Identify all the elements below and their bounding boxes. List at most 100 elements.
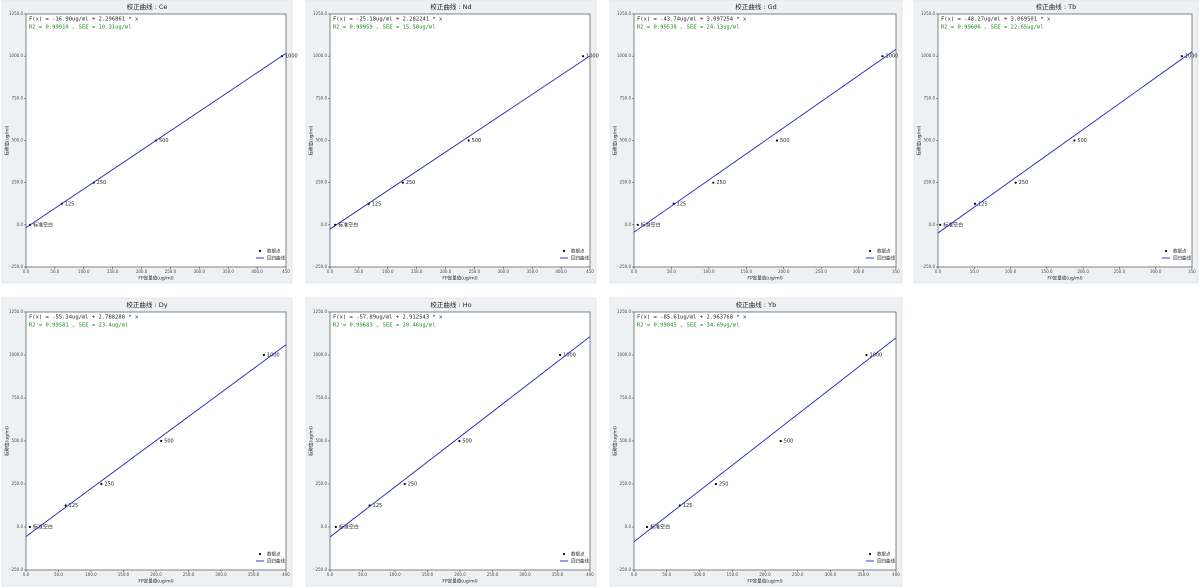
chart-title: 校正曲线 : Gd xyxy=(735,2,777,11)
legend-marker xyxy=(258,552,262,556)
x-tick-label: 400.0 xyxy=(251,269,263,274)
equation: F(x) = -25.18ug/ml + 2.282241 * x xyxy=(333,17,443,23)
legend-label: 数据点 xyxy=(877,248,891,255)
data-point xyxy=(775,139,779,142)
data-point xyxy=(160,439,163,443)
x-axis-label: FP定量值(ug/ml) xyxy=(138,578,173,585)
x-tick-label: 250.0 xyxy=(792,572,804,577)
data-point xyxy=(262,353,265,357)
x-tick-label: 0.0 xyxy=(327,572,334,577)
x-tick-label: 150.0 xyxy=(1041,269,1053,274)
y-tick-label: 0.0 xyxy=(17,222,24,227)
point-label: 250 xyxy=(1019,180,1029,186)
y-tick-label: 500.0 xyxy=(620,138,632,143)
y-axis-label: 标称值(ug/ml) xyxy=(4,125,11,155)
x-tick-label: 0.0 xyxy=(23,572,30,577)
data-point xyxy=(401,181,404,184)
point-label: 标准空白 xyxy=(33,221,53,228)
x-tick-label: 100.0 xyxy=(78,269,90,274)
y-tick-label: 250.0 xyxy=(316,481,328,486)
x-tick-label: 0.0 xyxy=(935,269,942,274)
y-tick-label: 0.0 xyxy=(17,524,24,529)
legend-label: 回归曲线 xyxy=(571,255,589,262)
y-axis-label: 标称值(ug/ml) xyxy=(308,426,315,456)
point-label: 125 xyxy=(372,201,382,207)
chart-title: 校正曲线 : Ce xyxy=(127,2,168,11)
data-point xyxy=(458,439,461,443)
legend-marker xyxy=(258,249,262,253)
x-tick-label: 250.0 xyxy=(183,572,195,577)
data-point xyxy=(1073,139,1076,142)
y-tick-label: 1000.0 xyxy=(617,53,631,58)
point-label: 125 xyxy=(677,201,687,207)
x-tick-label: 100.0 xyxy=(1005,269,1017,274)
chart-panel: 校正曲线 : Nd-250.00.0250.0500.0750.01000.01… xyxy=(305,0,599,284)
point-label: 1000 xyxy=(586,54,599,60)
x-tick-label: 100.0 xyxy=(389,572,401,577)
y-tick-label: 500.0 xyxy=(12,438,24,443)
x-tick-label: 250.0 xyxy=(469,269,481,274)
y-tick-label: 250.0 xyxy=(620,481,632,486)
y-axis-label: 标称值(ug/ml) xyxy=(4,426,11,456)
data-point xyxy=(334,525,337,529)
y-tick-label: -250.0 xyxy=(10,567,23,572)
y-tick-label: 250.0 xyxy=(12,481,24,486)
y-tick-label: -250.0 xyxy=(314,264,327,269)
legend-label: 数据点 xyxy=(267,248,281,255)
y-tick-label: 750.0 xyxy=(620,395,632,400)
legend-label: 数据点 xyxy=(877,551,891,558)
chart-panel: 校正曲线 : Gd-250.00.0250.0500.0750.01000.01… xyxy=(609,0,903,284)
x-tick-label: 50.0 xyxy=(50,269,59,274)
y-tick-label: 1250.0 xyxy=(313,309,327,314)
x-tick-label: 350.0 xyxy=(526,269,538,274)
point-label: 500 xyxy=(164,439,174,445)
data-point xyxy=(646,525,649,529)
plot-area xyxy=(329,13,591,268)
point-label: 250 xyxy=(406,180,416,186)
point-label: 125 xyxy=(683,503,693,509)
x-tick-label: 250.0 xyxy=(1114,269,1126,274)
point-label: 标准空白 xyxy=(943,221,963,228)
y-tick-label: 1000.0 xyxy=(313,352,327,357)
x-tick-label: 50.0 xyxy=(354,269,363,274)
y-tick-label: 250.0 xyxy=(924,180,936,185)
y-tick-label: 1250.0 xyxy=(921,11,935,16)
x-tick-label: 300.0 xyxy=(853,269,865,274)
y-tick-label: 750.0 xyxy=(924,95,936,100)
legend-label: 回归曲线 xyxy=(877,558,895,565)
chart-panel: 校正曲线 : Tb-250.00.0250.0500.0750.01000.01… xyxy=(913,0,1199,284)
x-tick-label: 0.0 xyxy=(631,572,638,577)
x-tick-label: 200.0 xyxy=(1077,269,1089,274)
x-tick-label: 50.0 xyxy=(54,572,63,577)
x-tick-label: 150.0 xyxy=(411,269,423,274)
point-label: 250 xyxy=(408,482,418,488)
x-tick-label: 350 xyxy=(892,269,900,274)
x-tick-label: 350.0 xyxy=(248,572,260,577)
x-tick-label: 450 xyxy=(586,269,594,274)
equation: F(x) = -85.61ug/ml + 2.963768 * x xyxy=(637,315,747,321)
y-tick-label: -250.0 xyxy=(10,264,23,269)
y-tick-label: 0.0 xyxy=(929,222,936,227)
equation: F(x) = -16.90ug/ml + 2.296861 * x xyxy=(29,17,139,23)
x-tick-label: 50.0 xyxy=(662,572,671,577)
x-tick-label: 50.0 xyxy=(667,269,676,274)
y-axis-label: 标称值(ug/ml) xyxy=(916,125,923,155)
point-label: 1000 xyxy=(563,353,576,359)
y-tick-label: 1000.0 xyxy=(9,53,23,58)
y-tick-label: 1000.0 xyxy=(921,53,935,58)
y-tick-label: 1000.0 xyxy=(9,352,23,357)
x-tick-label: 200.0 xyxy=(136,269,148,274)
data-point xyxy=(973,202,977,205)
point-label: 1000 xyxy=(285,54,298,60)
x-tick-label: 300.0 xyxy=(519,572,531,577)
x-tick-label: 150.0 xyxy=(727,572,739,577)
legend-label: 回归曲线 xyxy=(571,558,589,565)
legend-label: 数据点 xyxy=(267,551,281,558)
x-tick-label: 200.0 xyxy=(150,572,162,577)
data-point xyxy=(712,181,715,184)
data-point xyxy=(64,504,67,507)
fit-stats: R2 = 0.99606 , SEE = 22.65ug/ml xyxy=(941,25,1044,31)
point-label: 500 xyxy=(1077,138,1087,144)
x-tick-label: 50.0 xyxy=(358,572,367,577)
